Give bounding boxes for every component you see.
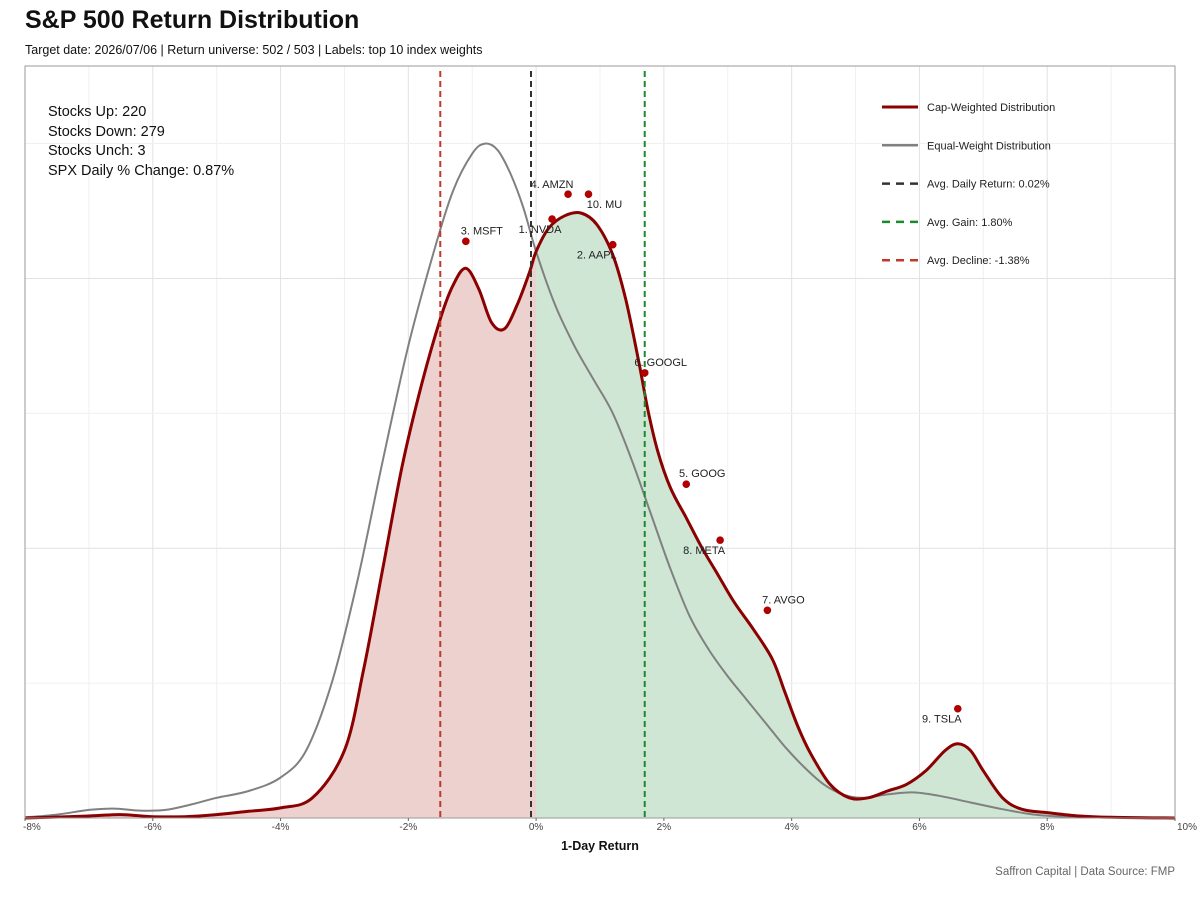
top-weight-point [564,190,572,198]
point-label: 6. GOOGL [634,357,687,369]
stocks-up-text: Stocks Up: 220 [48,104,147,120]
point-label: 2. AAPL [577,250,617,262]
positive-return-fill [536,212,1175,818]
x-tick-label: 10% [1177,822,1197,833]
chart-subtitle: Target date: 2026/07/06 | Return univers… [25,43,483,57]
negative-return-fill [25,251,537,818]
point-label: 8. META [683,545,726,557]
point-label: 3. MSFT [461,225,503,237]
labeled-points: 1. NVDA 2. AAPL 3. MSFT 4. AMZN 5. GOOG 6. GO… [461,179,962,726]
x-tick-label: 4% [784,822,799,833]
legend-avg-daily-return-label: Avg. Daily Return: 0.02% [927,179,1050,191]
area-fills [25,212,1175,818]
top-weight-point [608,240,617,249]
spx-change-text: SPX Daily % Change: 0.87% [48,163,235,180]
top-weight-point [548,215,556,223]
stocks-down-text: Stocks Down: 279 [48,123,165,140]
x-axis-label: 1-Day Return [561,839,639,853]
x-tick-label: -8% [23,822,41,833]
legend-equal-weight-label: Equal-Weight Distribution [927,140,1051,152]
chart-title: S&P 500 Return Distribution [25,6,360,34]
top-weight-point [682,480,691,488]
x-tick-label: -6% [144,822,162,833]
point-label: 10. MU [587,199,623,211]
cap-weighted-line [24,210,1176,820]
top-weight-point [716,536,724,544]
top-weight-point [953,704,962,713]
x-axis: -8% -6% -4% -2% 0% 2% 4% 6% 8% 10% 1-Day Return [23,65,1197,853]
x-tick-label: -2% [399,822,417,833]
x-tick-label: 2% [657,822,672,833]
x-tick-label: -4% [272,822,290,833]
point-label: 1. NVDA [519,224,562,236]
stats-box: Stocks Up: 220 Stocks Down: 279 Stocks U… [48,103,234,182]
legend-avg-decline-label: Avg. Decline: -1.38% [927,255,1030,267]
credit-text: Saffron Capital | Data Source: FMP [995,866,1175,878]
point-label: 5. GOOG [679,468,725,480]
top-weight-point [584,190,593,198]
series-lines [24,142,1176,820]
x-tick-label: 0% [529,822,544,833]
top-weight-point [462,237,470,246]
x-tick-label: 8% [1040,822,1055,833]
point-label: 4. AMZN [531,179,574,191]
x-tick-label: 6% [912,822,927,833]
legend-avg-gain-label: Avg. Gain: 1.80% [927,217,1013,229]
stocks-unch-text: Stocks Unch: 3 [48,143,146,160]
point-label: 9. TSLA [922,714,962,726]
legend: Cap-Weighted Distribution Equal-Weight Di… [882,102,1055,267]
plot-border [24,65,1176,819]
top-weight-point [763,606,772,615]
reference-lines [439,71,646,818]
point-label: 7. AVGO [762,594,805,606]
equal-weight-line [24,142,1176,819]
top-weight-point [640,369,649,377]
legend-cap-weighted-label: Cap-Weighted Distribution [927,102,1055,114]
